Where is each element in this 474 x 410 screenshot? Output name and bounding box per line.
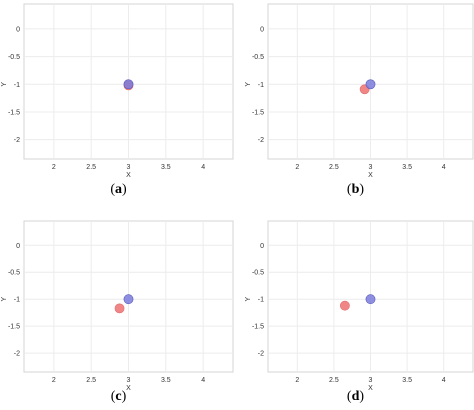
x-tick-label: 3 [369,164,373,171]
subplot-a: 2 2.5 3 3.5 4 0 -0.5 -1 -1.5 -2 X Y (a) [0,0,237,205]
x-tick-label: 4 [442,377,446,384]
caption-c: (c) [110,389,127,404]
caption-b: (b) [346,182,365,197]
y-tick-label: -2 [258,351,264,358]
red-point [339,300,350,311]
y-axis-label: Y [1,297,8,302]
y-tick-label: 0 [260,243,264,250]
x-tick-label: 4 [201,164,205,171]
y-tick-label: -1 [14,82,20,89]
x-tick-label: 3 [369,377,373,384]
x-tick-label: 2 [295,377,299,384]
x-tick-label: 4 [201,377,205,384]
y-tick-label: -1 [14,297,20,304]
x-tick-label: 3 [127,164,131,171]
y-axis-label: Y [245,297,252,302]
y-tick-label: -1.5 [8,324,20,331]
x-tick-label: 2.5 [86,377,96,384]
x-axis-label: X [368,385,373,392]
scatter-plot-c: 2 2.5 3 3.5 4 0 -0.5 -1 -1.5 -2 X Y [1,220,234,392]
x-tick-label: 4 [442,164,446,171]
y-tick-label: 0 [260,26,264,33]
blue-point [365,79,376,90]
scatter-plot-a: 2 2.5 3 3.5 4 0 -0.5 -1 -1.5 -2 X Y [1,3,234,179]
y-tick-label: -1 [258,82,264,89]
blue-point [123,79,134,90]
y-tick-label: -2 [14,137,20,144]
caption-a: (a) [110,182,127,197]
scatter-plot-d: 2 2.5 3 3.5 4 0 -0.5 -1 -1.5 -2 X Y [245,220,474,392]
x-axis-label: X [368,172,373,179]
subplot-b: 2 2.5 3 3.5 4 0 -0.5 -1 -1.5 -2 X Y (b) [237,0,474,205]
y-tick-label: 0 [16,243,20,250]
x-tick-label: 2 [295,164,299,171]
y-tick-label: 0 [16,26,20,33]
caption-d: (d) [346,389,365,404]
y-tick-label: -1.5 [8,109,20,116]
subplot-c: 2 2.5 3 3.5 4 0 -0.5 -1 -1.5 -2 X Y (c) [0,205,237,410]
x-tick-label: 3.5 [402,377,412,384]
x-tick-label: 2.5 [86,164,96,171]
scatter-plot-b: 2 2.5 3 3.5 4 0 -0.5 -1 -1.5 -2 X Y [245,3,474,179]
y-tick-label: -1.5 [252,109,264,116]
y-tick-label: -0.5 [252,54,264,61]
y-tick-label: -2 [258,137,264,144]
red-point [114,303,125,314]
y-tick-label: -0.5 [8,54,20,61]
x-tick-label: 3 [127,377,131,384]
y-tick-label: -0.5 [252,270,264,277]
x-axis-label: X [126,385,131,392]
y-axis-label: Y [1,82,8,87]
x-tick-label: 2.5 [329,164,339,171]
x-tick-label: 3.5 [161,164,171,171]
x-tick-label: 2 [52,164,56,171]
y-tick-label: -1.5 [252,324,264,331]
blue-point [365,294,376,305]
x-tick-label: 3.5 [402,164,412,171]
blue-point [123,294,134,305]
x-tick-label: 2.5 [329,377,339,384]
y-tick-label: -2 [14,351,20,358]
y-tick-label: -1 [258,297,264,304]
y-tick-label: -0.5 [8,270,20,277]
y-axis-label: Y [245,82,252,87]
x-tick-label: 3.5 [161,377,171,384]
subplot-d: 2 2.5 3 3.5 4 0 -0.5 -1 -1.5 -2 X Y (d) [237,205,474,410]
x-tick-label: 2 [52,377,56,384]
x-axis-label: X [126,172,131,179]
